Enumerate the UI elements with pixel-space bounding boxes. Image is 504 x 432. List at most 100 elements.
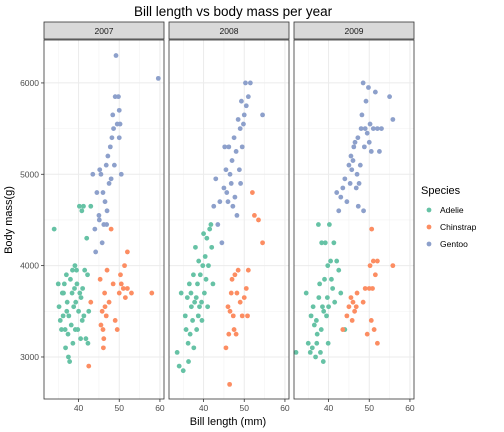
panel-background bbox=[169, 40, 289, 399]
point-gentoo bbox=[368, 149, 374, 154]
y-tick-label: 6000 bbox=[20, 78, 39, 88]
point-gentoo bbox=[228, 181, 234, 186]
panel-background bbox=[294, 40, 414, 399]
panel-strip-label: 2009 bbox=[345, 26, 364, 36]
point-gentoo bbox=[227, 171, 233, 177]
point-chinstrap bbox=[106, 299, 112, 305]
point-gentoo bbox=[104, 208, 110, 214]
point-adelie bbox=[71, 304, 77, 310]
point-chinstrap bbox=[364, 331, 370, 337]
point-gentoo bbox=[351, 144, 357, 150]
point-gentoo bbox=[229, 158, 235, 163]
point-gentoo bbox=[92, 226, 98, 232]
point-gentoo bbox=[247, 80, 253, 86]
point-chinstrap bbox=[372, 272, 378, 278]
point-gentoo bbox=[350, 158, 356, 163]
point-gentoo bbox=[222, 144, 228, 150]
point-chinstrap bbox=[256, 217, 261, 223]
point-adelie bbox=[314, 331, 320, 337]
point-gentoo bbox=[338, 194, 344, 200]
point-gentoo bbox=[107, 144, 113, 150]
point-adelie bbox=[73, 299, 79, 305]
point-adelie bbox=[197, 304, 202, 310]
point-gentoo bbox=[342, 176, 348, 182]
point-adelie bbox=[68, 322, 74, 328]
legend-label-chinstrap: Chinstrap bbox=[440, 222, 477, 232]
point-adelie bbox=[331, 240, 337, 246]
point-adelie bbox=[66, 313, 72, 319]
legend-label-gentoo: Gentoo bbox=[440, 239, 468, 249]
point-adelie bbox=[330, 286, 336, 291]
point-adelie bbox=[192, 299, 198, 305]
point-adelie bbox=[205, 304, 211, 310]
point-chinstrap bbox=[374, 258, 380, 264]
point-chinstrap bbox=[235, 267, 241, 273]
point-gentoo bbox=[231, 135, 237, 141]
point-chinstrap bbox=[370, 258, 376, 264]
x-tick-label: 50 bbox=[115, 403, 125, 413]
point-adelie bbox=[81, 203, 86, 209]
point-gentoo bbox=[387, 94, 392, 100]
point-gentoo bbox=[235, 117, 241, 122]
point-chinstrap bbox=[353, 304, 359, 310]
legend: Species Adelie Chinstrap Gentoo bbox=[421, 185, 477, 249]
point-gentoo bbox=[111, 126, 116, 132]
point-chinstrap bbox=[354, 290, 360, 296]
x-tick-label: 60 bbox=[280, 403, 290, 413]
point-chinstrap bbox=[122, 263, 127, 269]
panel-strip-label: 2007 bbox=[95, 26, 114, 36]
point-chinstrap bbox=[340, 327, 346, 332]
panel-strip-label: 2008 bbox=[220, 26, 239, 36]
point-chinstrap bbox=[360, 299, 366, 305]
point-gentoo bbox=[346, 162, 352, 168]
point-adelie bbox=[336, 267, 342, 273]
point-gentoo bbox=[354, 171, 360, 177]
panel-border bbox=[43, 39, 165, 400]
point-adelie bbox=[293, 350, 299, 355]
legend-title: Species bbox=[421, 185, 461, 197]
point-gentoo bbox=[238, 181, 243, 186]
point-chinstrap bbox=[227, 381, 233, 387]
point-chinstrap bbox=[369, 226, 375, 232]
panel-2009: 2009 40 50 60 bbox=[293, 21, 415, 413]
point-adelie bbox=[200, 263, 206, 269]
x-tick-label: 50 bbox=[240, 403, 250, 413]
point-adelie bbox=[210, 281, 216, 287]
point-adelie bbox=[86, 308, 92, 314]
point-gentoo bbox=[111, 162, 117, 168]
x-tick-label: 40 bbox=[74, 403, 84, 413]
point-gentoo bbox=[367, 121, 373, 127]
point-gentoo bbox=[243, 80, 248, 86]
panels: 2007 40 50 60 2008 40 50 60 2009 40 50 60 bbox=[43, 21, 415, 413]
point-adelie bbox=[197, 272, 203, 278]
point-gentoo bbox=[211, 203, 217, 209]
point-adelie bbox=[195, 313, 201, 319]
point-adelie bbox=[191, 272, 196, 278]
point-adelie bbox=[74, 281, 80, 287]
point-chinstrap bbox=[104, 267, 110, 273]
point-gentoo bbox=[116, 135, 122, 141]
point-gentoo bbox=[260, 112, 265, 118]
point-chinstrap bbox=[252, 212, 257, 218]
point-adelie bbox=[324, 313, 329, 319]
point-gentoo bbox=[360, 80, 366, 86]
point-adelie bbox=[79, 208, 85, 214]
point-chinstrap bbox=[118, 281, 124, 287]
legend-key-gentoo bbox=[426, 241, 432, 247]
point-adelie bbox=[72, 263, 78, 269]
point-chinstrap bbox=[245, 313, 250, 319]
point-gentoo bbox=[355, 203, 361, 209]
point-chinstrap bbox=[122, 295, 128, 300]
point-gentoo bbox=[104, 222, 110, 227]
point-gentoo bbox=[116, 94, 121, 100]
point-adelie bbox=[85, 272, 90, 278]
panel-strip bbox=[43, 21, 165, 40]
point-adelie bbox=[182, 313, 188, 319]
point-adelie bbox=[56, 304, 62, 310]
point-adelie bbox=[82, 267, 88, 273]
point-chinstrap bbox=[260, 240, 265, 246]
point-gentoo bbox=[219, 240, 225, 246]
point-adelie bbox=[63, 272, 69, 278]
point-chinstrap bbox=[149, 290, 155, 296]
point-adelie bbox=[186, 359, 191, 364]
